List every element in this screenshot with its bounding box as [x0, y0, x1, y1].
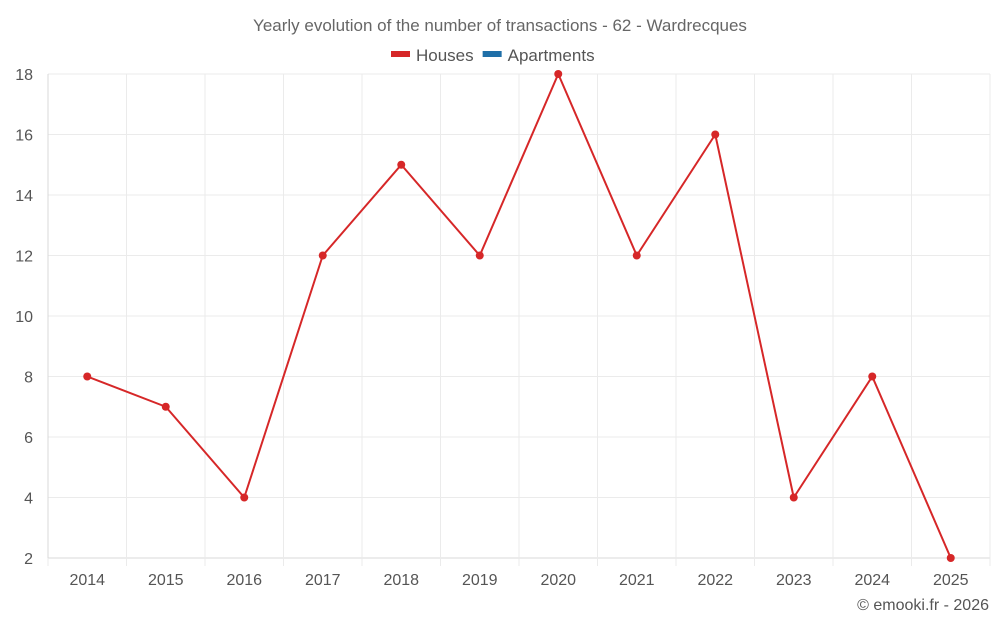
- legend-item[interactable]: Houses: [391, 46, 474, 65]
- y-tick-label: 8: [24, 370, 33, 387]
- y-axis: 2 4 6 8 10 12 14 16 18: [15, 67, 33, 568]
- data-point[interactable]: [946, 554, 955, 562]
- y-tick-label: 16: [15, 128, 33, 145]
- legend: Houses Apartments: [391, 46, 595, 65]
- x-tick-label: 2021: [619, 572, 655, 589]
- data-point[interactable]: [554, 70, 563, 78]
- data-point[interactable]: [161, 402, 170, 411]
- y-tick-label: 10: [15, 309, 33, 326]
- x-tick-label: 2014: [69, 572, 105, 589]
- x-tick-label: 2023: [776, 572, 812, 589]
- x-tick-label: 2015: [148, 572, 184, 589]
- x-tick-label: 2017: [305, 572, 341, 589]
- data-point[interactable]: [318, 251, 327, 260]
- x-tick-label: 2022: [697, 572, 733, 589]
- legend-label: Houses: [416, 46, 474, 65]
- data-point[interactable]: [397, 160, 406, 169]
- x-tick-label: 2016: [226, 572, 262, 589]
- legend-label: Apartments: [508, 46, 595, 65]
- y-tick-label: 12: [15, 249, 33, 266]
- x-axis: 2014 2015 2016 2017 2018 2019 2020 2021 2022 2023…: [69, 572, 968, 589]
- data-point[interactable]: [475, 251, 484, 260]
- series-line-houses: [86, 73, 952, 559]
- y-tick-label: 6: [24, 430, 33, 447]
- x-tick-label: 2018: [383, 572, 419, 589]
- legend-swatch: [482, 51, 502, 57]
- legend-item[interactable]: Apartments: [482, 46, 595, 65]
- y-tick-label: 4: [24, 491, 33, 508]
- y-tick-label: 2: [24, 551, 33, 568]
- chart-title: Yearly evolution of the number of transa…: [253, 16, 747, 35]
- legend-swatch: [391, 51, 410, 57]
- data-point[interactable]: [240, 493, 249, 502]
- data-point[interactable]: [83, 372, 92, 381]
- x-tick-label: 2025: [933, 572, 969, 589]
- data-point[interactable]: [711, 130, 720, 139]
- series-group: [83, 70, 955, 562]
- x-tick-label: 2019: [462, 572, 498, 589]
- y-tick-label: 14: [15, 188, 33, 205]
- credit-text: © emooki.fr - 2026: [857, 597, 989, 614]
- grid: [47, 73, 991, 566]
- x-tick-label: 2020: [540, 572, 576, 589]
- y-tick-label: 18: [15, 67, 33, 84]
- data-point[interactable]: [789, 493, 798, 502]
- x-tick-label: 2024: [854, 572, 890, 589]
- data-point[interactable]: [632, 251, 641, 260]
- data-point[interactable]: [868, 372, 877, 381]
